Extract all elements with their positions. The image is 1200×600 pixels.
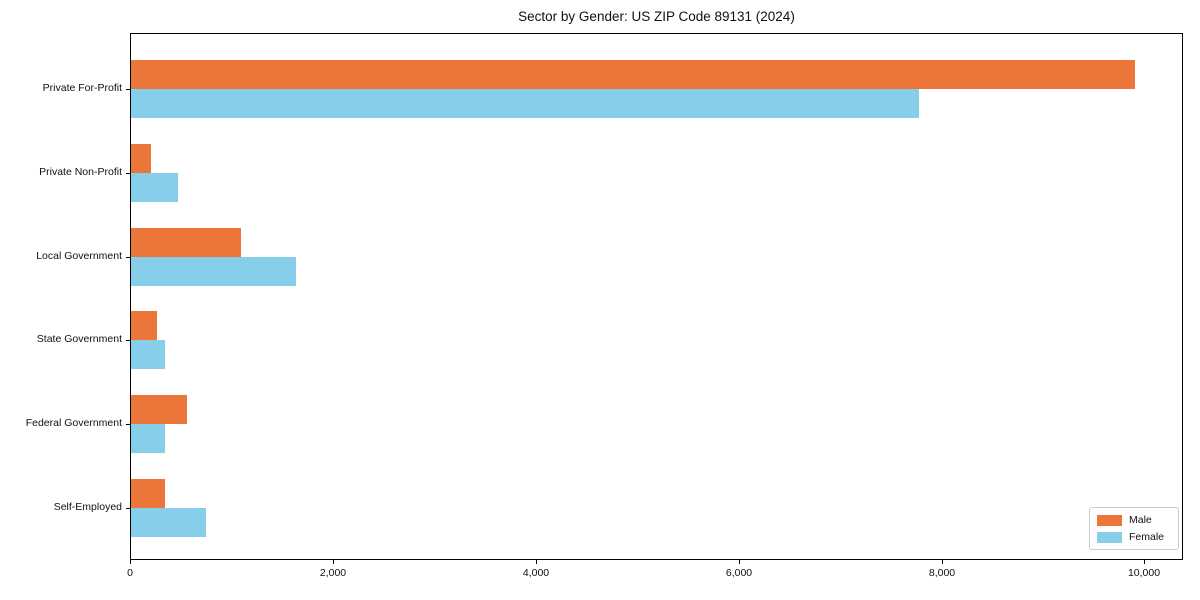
bar-male-3 xyxy=(131,311,157,341)
legend-swatch-female-icon xyxy=(1097,531,1122,543)
legend-item-female: Female xyxy=(1097,531,1171,543)
x-tick-label: 6,000 xyxy=(725,567,753,579)
y-tick-label: Private For-Profit xyxy=(42,82,122,94)
bar-female-1 xyxy=(131,172,178,202)
x-tick-mark xyxy=(536,560,537,564)
bar-male-1 xyxy=(131,143,151,173)
bar-male-0 xyxy=(131,60,1135,89)
chart-title: Sector by Gender: US ZIP Code 89131 (202… xyxy=(518,9,795,24)
x-tick-label: 0 xyxy=(127,567,133,579)
y-tick-mark xyxy=(126,424,130,426)
plot-area xyxy=(130,33,1183,560)
x-tick-label: 10,000 xyxy=(1127,567,1161,579)
y-tick-label: Federal Government xyxy=(25,417,122,430)
legend-label-female: Female xyxy=(1129,531,1165,543)
y-tick-mark xyxy=(126,172,130,174)
x-tick-label: 4,000 xyxy=(522,567,550,579)
bar-female-0 xyxy=(131,89,919,118)
legend-label-male: Male xyxy=(1129,514,1152,526)
bar-female-5 xyxy=(131,508,206,537)
y-tick-label: State Government xyxy=(36,333,122,346)
x-tick-label: 2,000 xyxy=(319,567,347,579)
legend-swatch-male-icon xyxy=(1097,514,1122,526)
x-tick-mark xyxy=(333,560,334,564)
y-tick-label: Private Non-Profit xyxy=(39,165,122,178)
x-tick-mark xyxy=(739,560,740,564)
x-tick-mark xyxy=(130,560,131,564)
bar-male-5 xyxy=(131,479,165,508)
y-tick-label: Self-Employed xyxy=(53,501,122,513)
x-tick-mark xyxy=(1144,560,1145,564)
x-tick-mark xyxy=(942,560,943,564)
y-tick-label: Local Government xyxy=(36,249,122,262)
bar-male-2 xyxy=(131,227,241,257)
y-tick-mark xyxy=(126,340,130,342)
x-tick-label: 8,000 xyxy=(928,567,956,579)
y-tick-mark xyxy=(126,256,130,258)
y-tick-mark xyxy=(126,508,130,509)
bar-female-2 xyxy=(131,256,296,286)
legend: Male Female xyxy=(1089,507,1179,550)
bar-female-3 xyxy=(131,340,165,370)
legend-item-male: Male xyxy=(1097,514,1171,526)
bar-female-4 xyxy=(131,424,165,454)
bar-male-4 xyxy=(131,395,187,425)
y-tick-mark xyxy=(126,89,130,90)
